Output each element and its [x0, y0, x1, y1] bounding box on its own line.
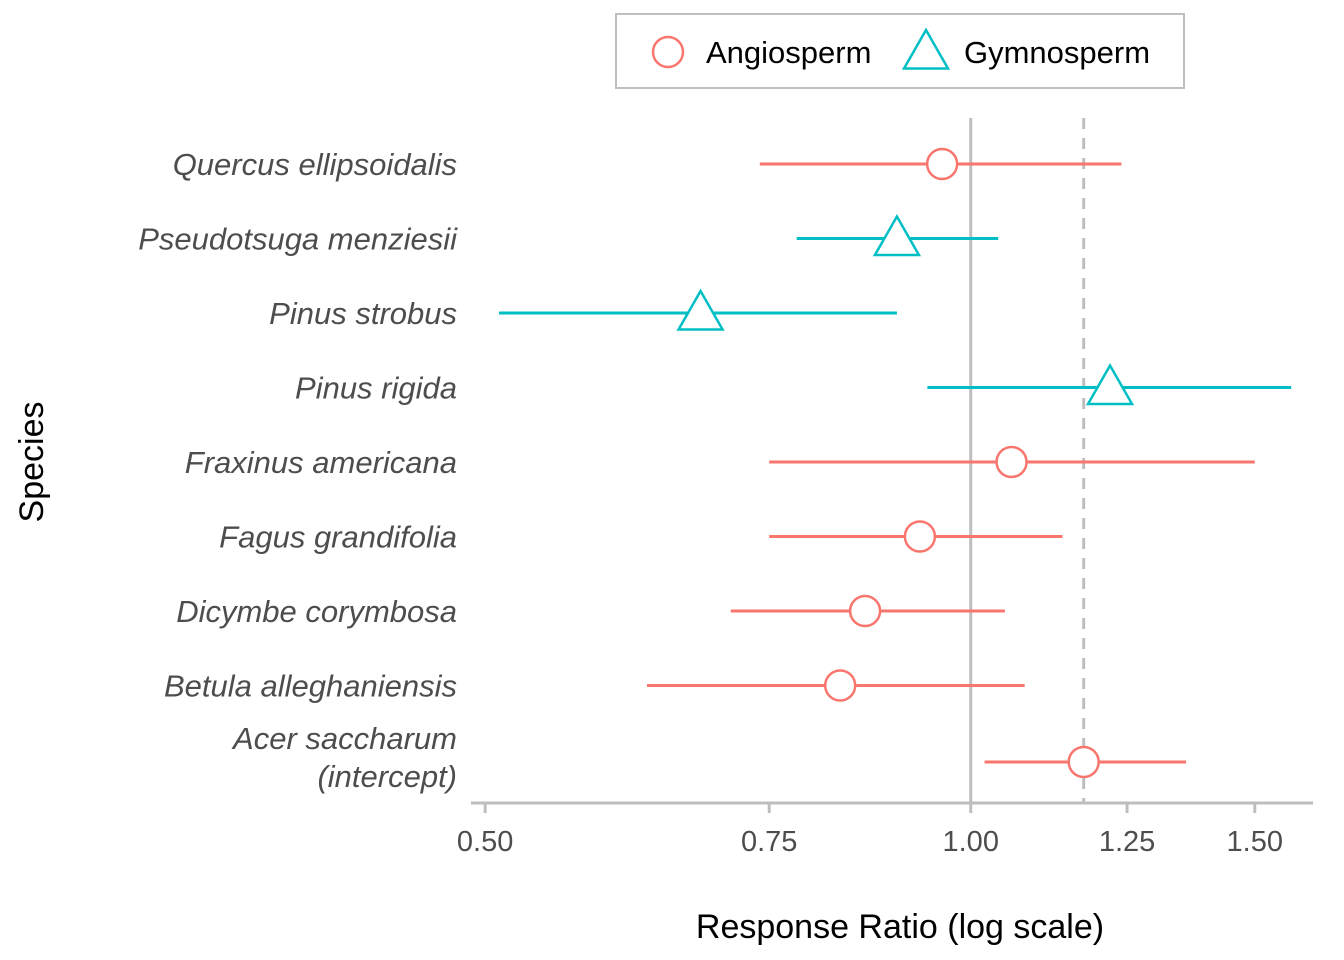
legend: Angiosperm Gymnosperm	[615, 13, 1185, 89]
x-tick-label: 1.50	[1227, 826, 1283, 858]
species-label: Betula alleghaniensis	[164, 669, 457, 704]
data-point	[872, 213, 922, 257]
data-point	[925, 147, 959, 181]
data-points	[676, 147, 1135, 779]
legend-label: Gymnosperm	[964, 35, 1150, 70]
data-point	[903, 520, 937, 553]
species-label: Fagus grandifolia	[219, 520, 457, 555]
species-label: Quercus ellipsoidalis	[173, 147, 457, 182]
data-point	[823, 669, 857, 702]
species-labels: Quercus ellipsoidalis Pseudotsuga menzies…	[138, 147, 458, 794]
data-point	[848, 594, 882, 628]
data-point	[676, 288, 725, 331]
data-point	[995, 445, 1028, 479]
x-tick-label: 1.25	[1099, 826, 1155, 858]
species-label: Dicymbe corymbosa	[176, 594, 457, 629]
data-point	[1067, 745, 1100, 779]
legend-key-circle	[651, 35, 685, 69]
legend-box	[615, 13, 1185, 89]
data-point	[1085, 362, 1135, 406]
species-label: Pseudotsuga menziesii	[138, 222, 458, 257]
legend-key-triangle	[901, 27, 951, 70]
x-tick-label: 1.00	[943, 826, 999, 858]
species-label: Pinus rigida	[295, 371, 457, 406]
y-axis-title: Species	[13, 402, 51, 523]
x-tick-label: 0.50	[457, 826, 513, 858]
legend-label: Angiosperm	[706, 35, 871, 70]
species-label: Pinus strobus	[269, 296, 457, 331]
species-label: (intercept)	[317, 759, 457, 794]
species-label: Acer saccharum	[231, 721, 457, 756]
x-axis-title: Response Ratio (log scale)	[696, 908, 1104, 946]
species-label: Fraxinus americana	[185, 445, 457, 480]
x-axis: 0.50 0.75 1.00 1.25 1.50	[457, 801, 1313, 858]
x-tick-label: 0.75	[741, 826, 797, 858]
